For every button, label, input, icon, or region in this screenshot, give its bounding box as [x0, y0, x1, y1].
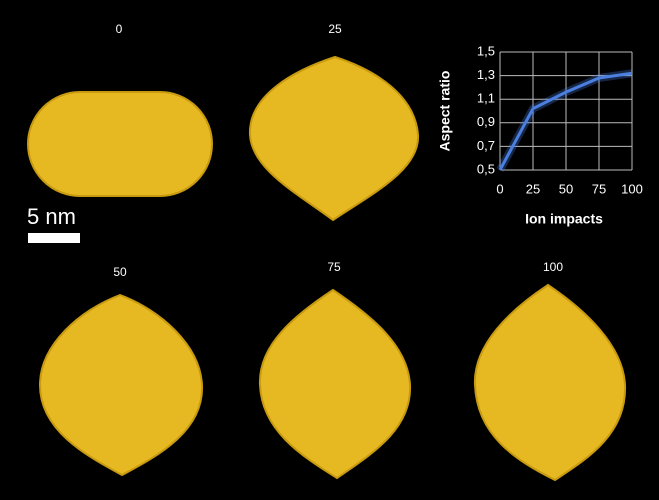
panel-label: 75 [327, 260, 341, 274]
panel-label: 0 [116, 22, 123, 36]
x-tick-label: 75 [592, 181, 606, 196]
x-tick-label: 50 [559, 181, 573, 196]
y-tick-label: 1,5 [477, 43, 495, 58]
panel-label: 25 [328, 22, 342, 36]
y-tick-label: 0,5 [477, 161, 495, 176]
scale-bar [28, 233, 80, 243]
y-tick-label: 1,3 [477, 67, 495, 82]
x-axis-label: Ion impacts [525, 211, 603, 227]
panel-label: 100 [543, 260, 563, 274]
y-tick-label: 0,9 [477, 114, 495, 129]
x-tick-label: 25 [526, 181, 540, 196]
figure: 0 25 50 75 100 5 nm Aspect ratio Ion imp… [0, 0, 659, 500]
x-tick-label: 0 [496, 181, 503, 196]
y-axis-label: Aspect ratio [437, 71, 453, 152]
y-tick-label: 1,1 [477, 91, 495, 106]
x-tick-label: 100 [621, 181, 643, 196]
panel-label: 50 [113, 265, 127, 279]
scale-bar-label: 5 nm [27, 204, 76, 229]
particle-0 [28, 92, 212, 196]
y-tick-label: 0,7 [477, 138, 495, 153]
